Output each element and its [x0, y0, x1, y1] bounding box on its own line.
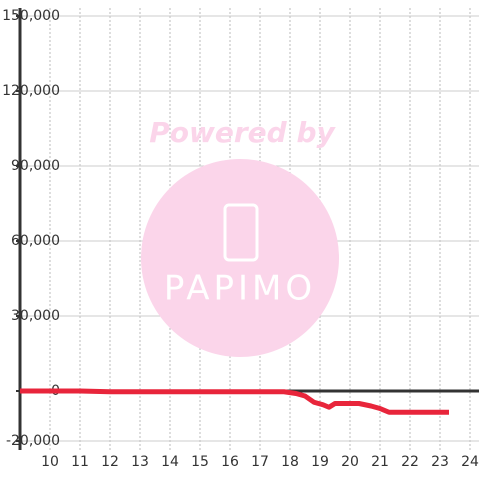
watermark-circle — [141, 159, 339, 357]
x-tick-label: 19 — [311, 454, 329, 470]
watermark-text: Powered by — [149, 116, 336, 149]
watermark-icon — [223, 203, 259, 262]
y-tick-label: 150,000 — [2, 8, 60, 24]
x-tick-label: 23 — [431, 454, 449, 470]
data-line — [20, 388, 449, 415]
y-tick-label: -20,000 — [6, 433, 60, 449]
x-tick-label: 13 — [131, 454, 149, 470]
y-tick-label: 120,000 — [2, 83, 60, 99]
x-tick-label: 21 — [371, 454, 389, 470]
x-tick-label: 14 — [161, 454, 179, 470]
y-tick-label: 60,000 — [11, 233, 60, 249]
x-tick-label: 17 — [251, 454, 269, 470]
watermark: Powered by PAPIMO — [141, 116, 339, 357]
x-tick-label: 16 — [221, 454, 239, 470]
x-tick-label: 22 — [401, 454, 419, 470]
watermark-logo: PAPIMO — [164, 269, 316, 309]
y-tick-label: 30,000 — [11, 308, 60, 324]
x-tick-label: 20 — [341, 454, 359, 470]
y-tick-label: 90,000 — [11, 158, 60, 174]
x-tick-label: 24 — [461, 454, 479, 470]
x-tick-label: 10 — [41, 454, 59, 470]
x-tick-label: 15 — [191, 454, 209, 470]
x-tick-label: 18 — [281, 454, 299, 470]
x-tick-label: 11 — [71, 454, 89, 470]
x-tick-label: 12 — [101, 454, 119, 470]
